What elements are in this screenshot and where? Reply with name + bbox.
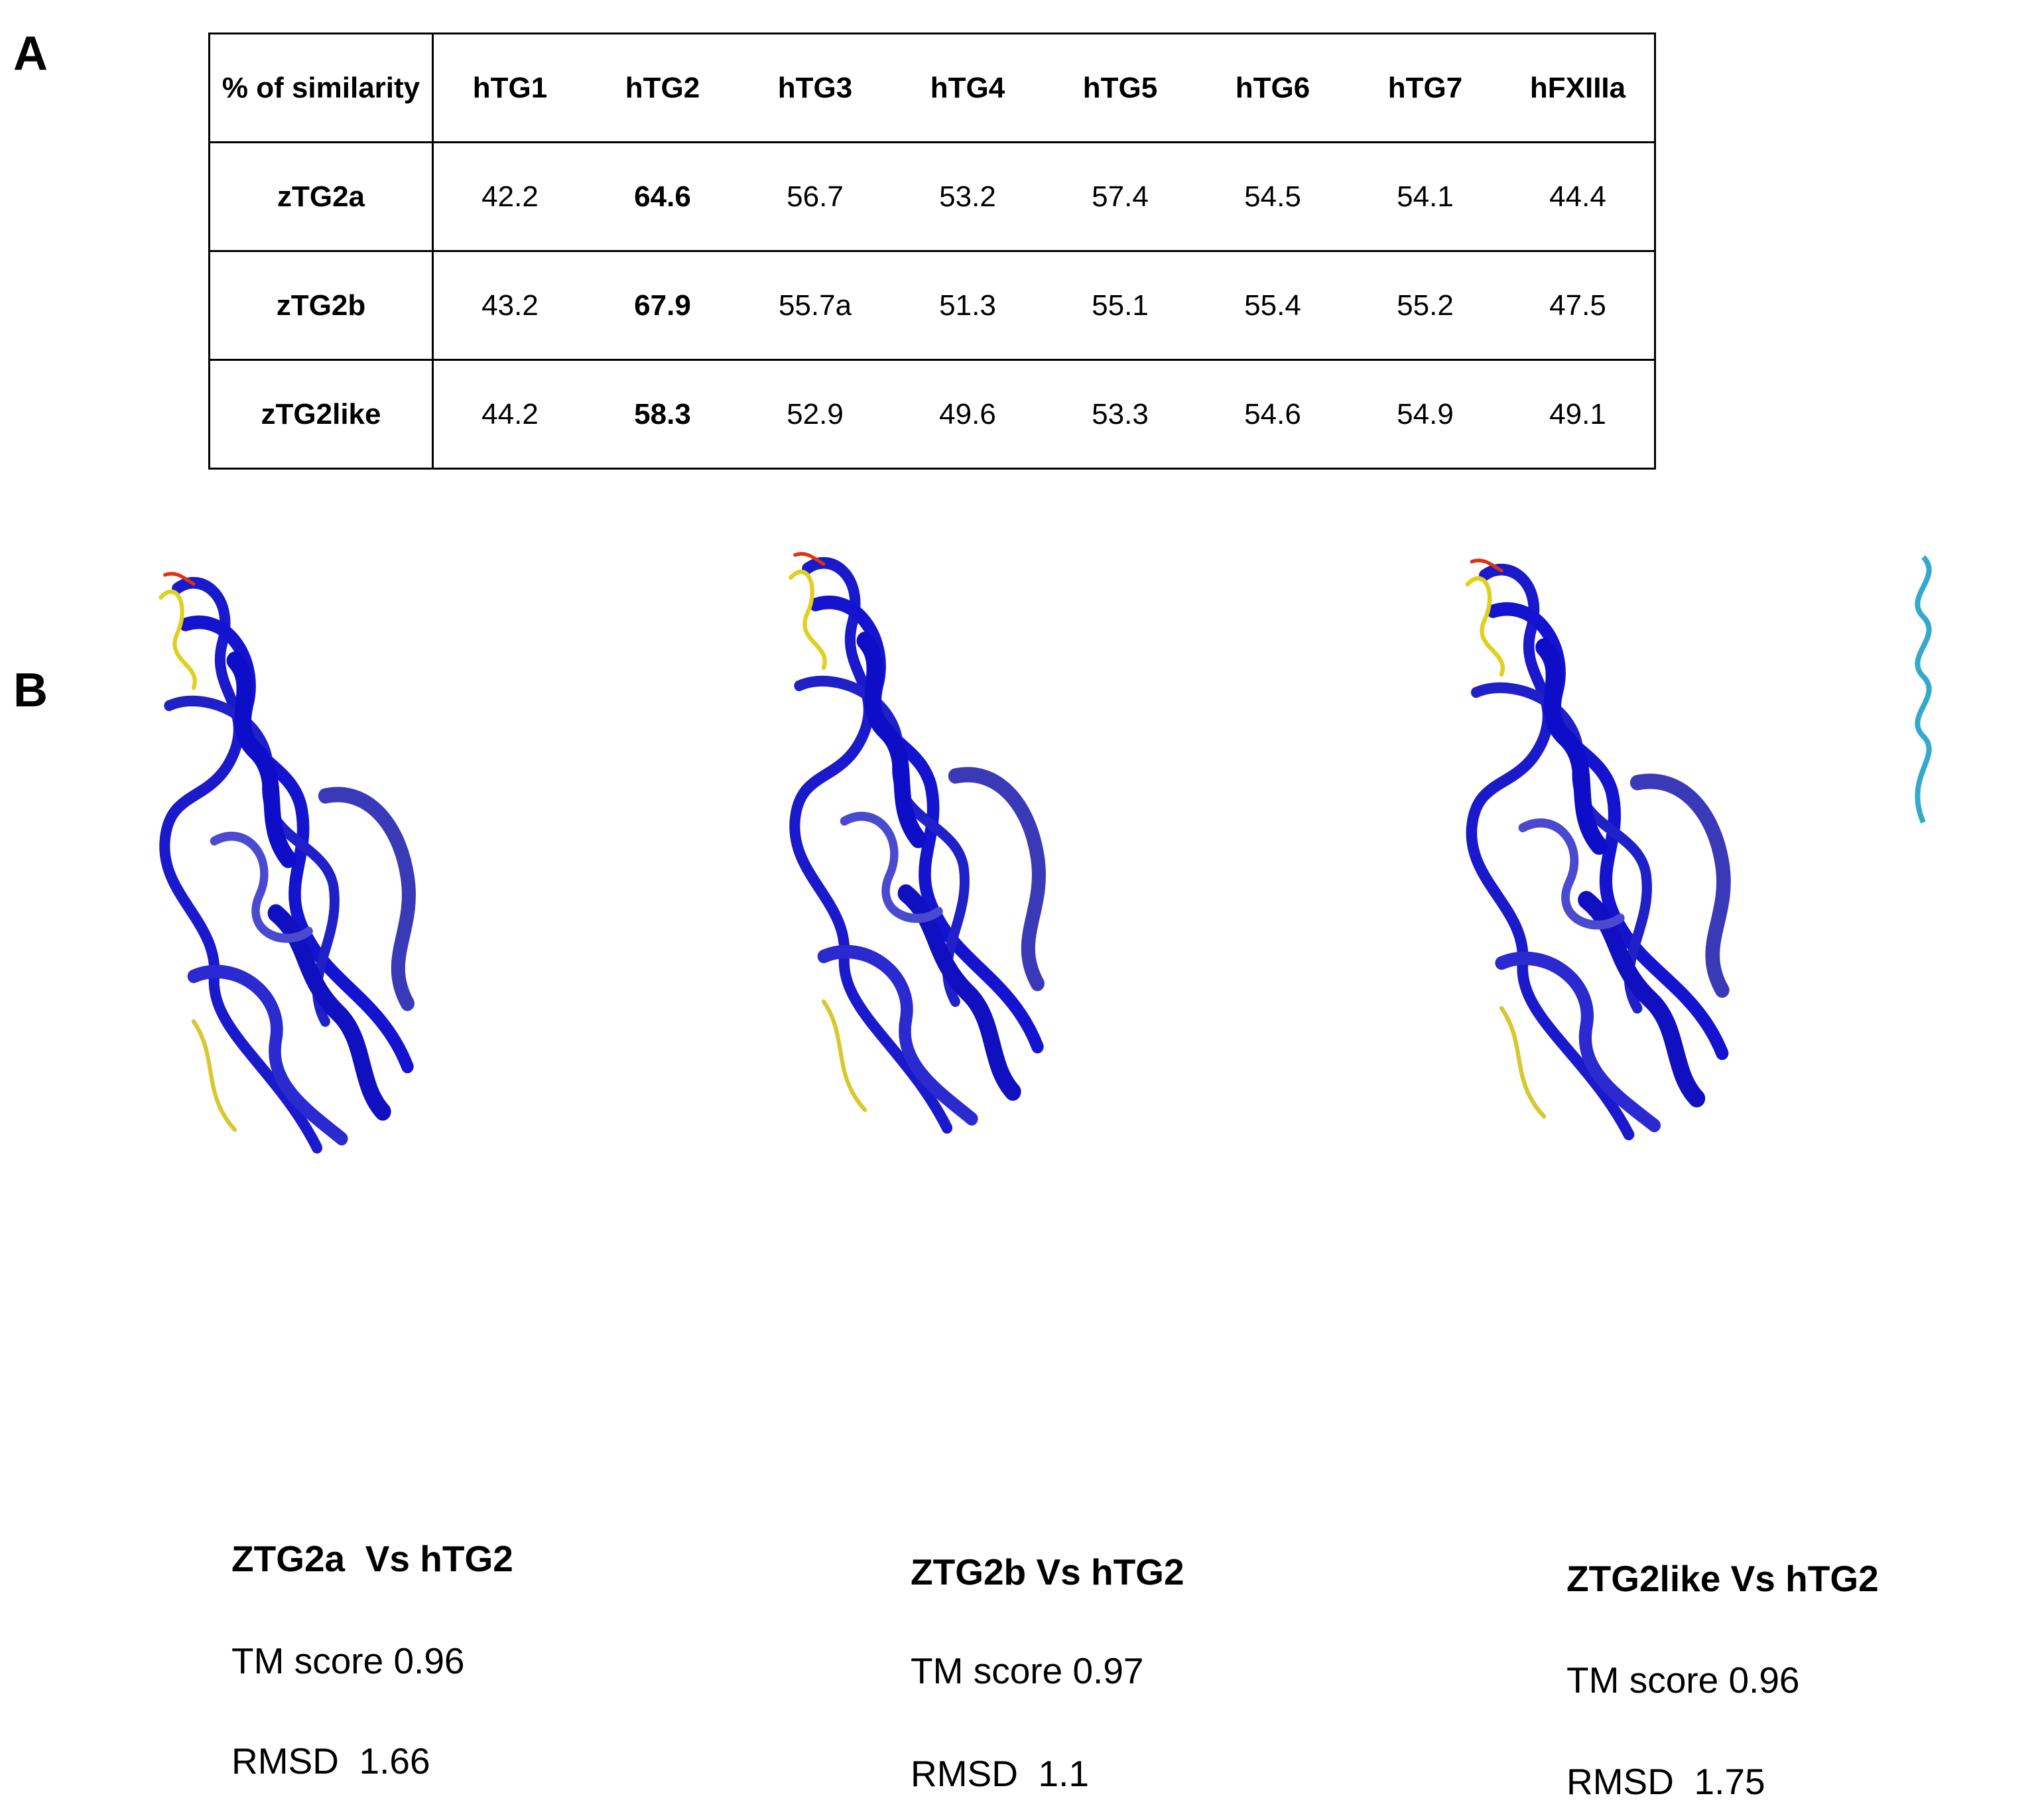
table-cell: 42.2: [432, 141, 586, 252]
table-cell: 54.5: [1196, 141, 1349, 252]
table-cell: 55.1: [1044, 250, 1196, 361]
header-cell: % of similarity: [208, 32, 434, 143]
table-cell: 55.4: [1196, 250, 1349, 361]
table-cell: 53.2: [891, 141, 1044, 252]
table-cell: 53.3: [1044, 359, 1196, 470]
caption-tm-score: TM score 0.96: [231, 1640, 465, 1681]
table-cell: 49.6: [891, 359, 1044, 470]
table-row: zTG2b 43.2 67.9 55.7a 51.3 55.1 55.4 55.2 47.5: [208, 250, 1656, 361]
table-cell: 57.4: [1044, 141, 1196, 252]
protein-structure: [1468, 560, 1724, 1134]
protein-structure: [791, 554, 1039, 1128]
table-cell: 58.3: [586, 359, 739, 470]
tail-ribbon: [1915, 555, 1932, 824]
table-row: zTG2like 44.2 58.3 52.9 49.6 53.3 54.6 54.9 49.1: [208, 359, 1656, 470]
row-header: zTG2a: [208, 141, 434, 252]
table-row: zTG2a 42.2 64.6 56.7 53.2 57.4 54.5 54.1 44.4: [208, 141, 1656, 252]
header-cell: hTG5: [1044, 32, 1196, 143]
caption-title: ZTG2like Vs hTG2: [1566, 1558, 1879, 1599]
table-cell: 52.9: [739, 359, 891, 470]
protein-structure: [160, 574, 409, 1147]
panel-label: B: [13, 664, 48, 717]
table-cell: 54.6: [1196, 359, 1349, 470]
table-cell: 51.3: [891, 250, 1044, 361]
caption-rmsd: RMSD 1.66: [231, 1740, 430, 1782]
header-cell: hTG7: [1349, 32, 1501, 143]
row-header: zTG2b: [208, 250, 434, 361]
header-cell: hTG1: [432, 32, 586, 143]
table-cell: 64.6: [586, 141, 739, 252]
caption-title: ZTG2a Vs hTG2: [231, 1538, 513, 1579]
table-cell: 56.7: [739, 141, 891, 252]
table-cell: 55.7a: [739, 250, 891, 361]
panel-label: A: [13, 27, 48, 80]
table-cell: 49.1: [1501, 359, 1656, 470]
table-cell: 47.5: [1501, 250, 1656, 361]
table-cell: 43.2: [432, 250, 586, 361]
caption-rmsd: RMSD 1.75: [1566, 1761, 1765, 1802]
caption-tm-score: TM score 0.96: [1566, 1659, 1800, 1701]
header-cell: hTG3: [739, 32, 891, 143]
header-row: % of similarity hTG1 hTG2 hTG3 hTG4 hTG5 hTG6 h…: [208, 32, 1656, 143]
similarity-table: % of similarity hTG1 hTG2 hTG3 hTG4 hTG5 hTG6 h…: [208, 32, 1656, 470]
table-cell: 54.1: [1349, 141, 1501, 252]
table-cell: 55.2: [1349, 250, 1501, 361]
header-cell: hFXIIIa: [1501, 32, 1656, 143]
header-cell: hTG6: [1196, 32, 1349, 143]
row-header: zTG2like: [208, 359, 434, 470]
table-cell: 44.2: [432, 359, 586, 470]
table-cell: 44.4: [1501, 141, 1656, 252]
header-cell: hTG2: [586, 32, 739, 143]
caption-title: ZTG2b Vs hTG2: [911, 1551, 1184, 1592]
table-cell: 54.9: [1349, 359, 1501, 470]
caption-rmsd: RMSD 1.1: [911, 1753, 1089, 1794]
caption-tm-score: TM score 0.97: [911, 1650, 1144, 1691]
header-cell: hTG4: [891, 32, 1044, 143]
table-cell: 67.9: [586, 250, 739, 361]
